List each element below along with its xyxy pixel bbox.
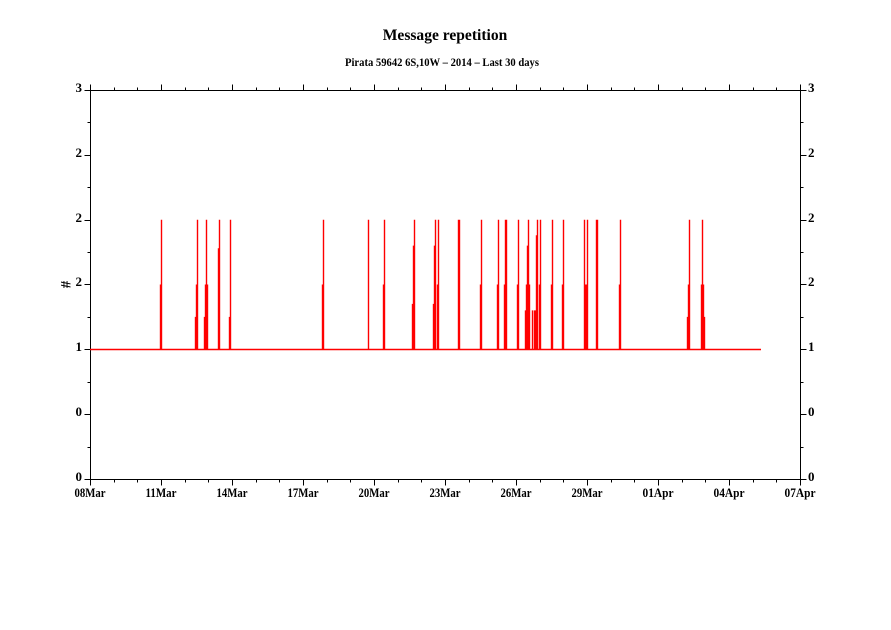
svg-text:11Mar: 11Mar (146, 485, 177, 500)
svg-text:0: 0 (76, 404, 83, 419)
svg-text:1: 1 (76, 339, 83, 354)
svg-text:2: 2 (808, 145, 815, 160)
svg-text:07Apr: 07Apr (785, 485, 816, 500)
svg-text:26Mar: 26Mar (501, 485, 532, 500)
svg-text:08Mar: 08Mar (75, 485, 106, 500)
svg-text:2: 2 (808, 210, 815, 225)
svg-text:3: 3 (76, 80, 83, 95)
svg-text:23Mar: 23Mar (430, 485, 461, 500)
svg-text:29Mar: 29Mar (572, 485, 603, 500)
svg-text:Message repetition: Message repetition (383, 27, 508, 44)
svg-text:0: 0 (808, 404, 815, 419)
svg-text:0: 0 (808, 469, 815, 484)
svg-text:1: 1 (808, 339, 815, 354)
svg-text:2: 2 (76, 274, 83, 289)
svg-text:20Mar: 20Mar (359, 485, 390, 500)
svg-text:2: 2 (76, 210, 83, 225)
svg-text:0: 0 (76, 469, 83, 484)
svg-text:#: # (59, 280, 75, 288)
svg-text:17Mar: 17Mar (288, 485, 319, 500)
svg-text:04Apr: 04Apr (714, 485, 745, 500)
svg-text:01Apr: 01Apr (643, 485, 674, 500)
svg-text:14Mar: 14Mar (217, 485, 248, 500)
svg-text:3: 3 (808, 80, 815, 95)
svg-text:2: 2 (76, 145, 83, 160)
svg-text:2: 2 (808, 274, 815, 289)
svg-text:Pirata 59642 6S,10W – 2014 – L: Pirata 59642 6S,10W – 2014 – Last 30 day… (345, 55, 539, 69)
